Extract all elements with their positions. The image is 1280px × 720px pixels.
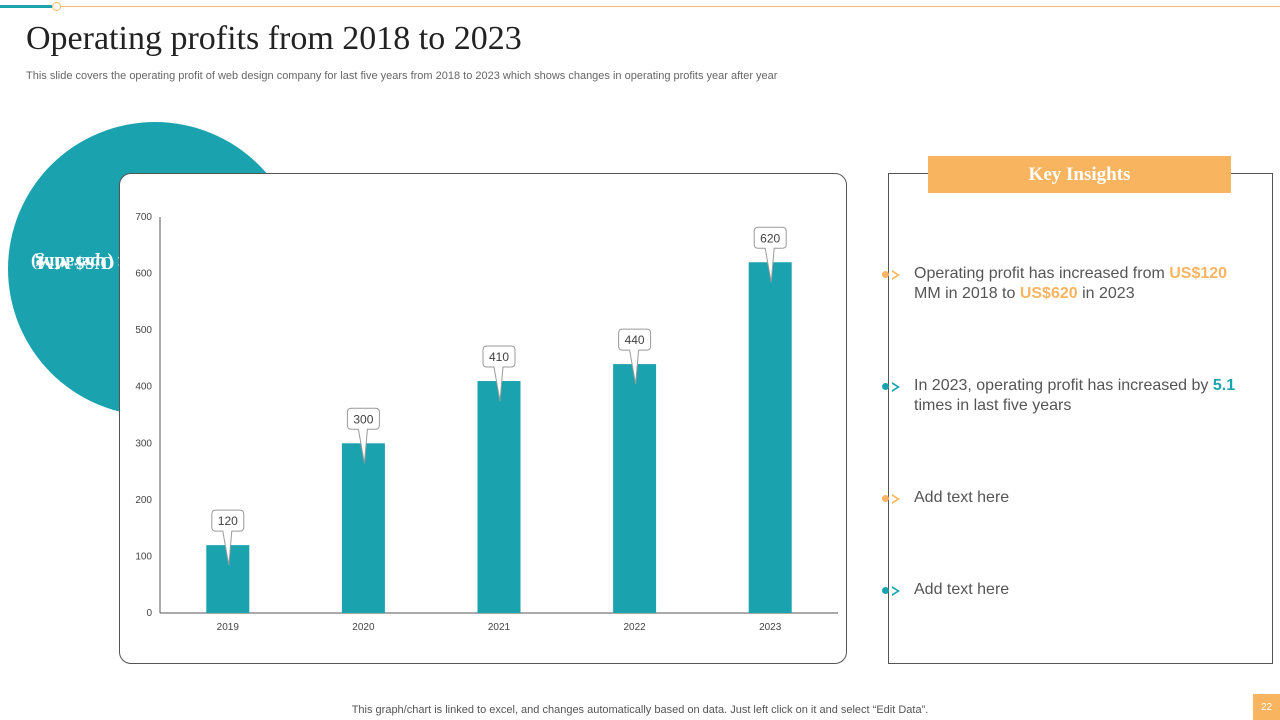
- y-tick-label: 200: [135, 495, 152, 506]
- x-tick-label: 2022: [623, 622, 646, 633]
- bar: [748, 262, 792, 613]
- insight-text-2: In 2023, operating profit has increased …: [914, 377, 1236, 414]
- slide-title: Operating profits from 2018 to 2023: [26, 20, 522, 57]
- slide-subtitle: This slide covers the operating profit o…: [26, 70, 778, 82]
- bullet-arrow-icon: [882, 586, 906, 596]
- insight-text-3[interactable]: Add text here: [914, 489, 1010, 506]
- insights-panel: [888, 173, 1273, 664]
- y-tick-label: 600: [135, 269, 152, 280]
- top-accent-dot: [52, 2, 61, 11]
- data-label: 620: [760, 231, 780, 245]
- y-axis-title: Operating Profit (US$ MM): [31, 178, 163, 348]
- data-label: 410: [489, 350, 509, 364]
- bullet-arrow-icon: [882, 270, 906, 280]
- bar: [613, 364, 657, 613]
- insights-header: Key Insights: [928, 156, 1231, 193]
- y-tick-label: 300: [135, 438, 152, 449]
- y-tick-label: 400: [135, 382, 152, 393]
- data-label: 440: [625, 333, 645, 347]
- x-tick-label: 2019: [217, 622, 240, 633]
- data-label-callout: [346, 407, 380, 464]
- data-label-callout: [211, 509, 245, 566]
- x-tick-label: 2020: [352, 622, 375, 633]
- bullet-arrow-icon: [882, 382, 906, 392]
- bar: [477, 381, 521, 613]
- y-tick-label: 700: [135, 212, 152, 223]
- data-label-callout: [618, 328, 652, 385]
- data-label-callout: [482, 345, 516, 402]
- top-rule: [0, 6, 1280, 7]
- bullet-arrow-icon: [882, 494, 906, 504]
- page-number: 22: [1253, 694, 1280, 720]
- bar-chart[interactable]: 0 100 200 300 400 500 600 700 2019 120 2020 300 2021…: [120, 174, 848, 665]
- x-tick-label: 2021: [488, 622, 511, 633]
- y-tick-label: 0: [146, 608, 152, 619]
- y-tick-label: 500: [135, 325, 152, 336]
- bar: [341, 443, 385, 613]
- footer-note: This graph/chart is linked to excel, and…: [351, 704, 929, 716]
- chart-panel[interactable]: 0 100 200 300 400 500 600 700 2019 120 2020 300 2021…: [119, 173, 847, 664]
- insight-text-4[interactable]: Add text here: [914, 581, 1010, 598]
- insight-text-1: Operating profit has increased from US$1…: [914, 265, 1228, 302]
- top-accent-bar: [0, 5, 52, 8]
- data-label: 120: [218, 514, 238, 528]
- data-label-callout: [753, 226, 787, 283]
- data-label: 300: [353, 412, 373, 426]
- x-tick-label: 2023: [759, 622, 782, 633]
- y-tick-label: 100: [135, 551, 152, 562]
